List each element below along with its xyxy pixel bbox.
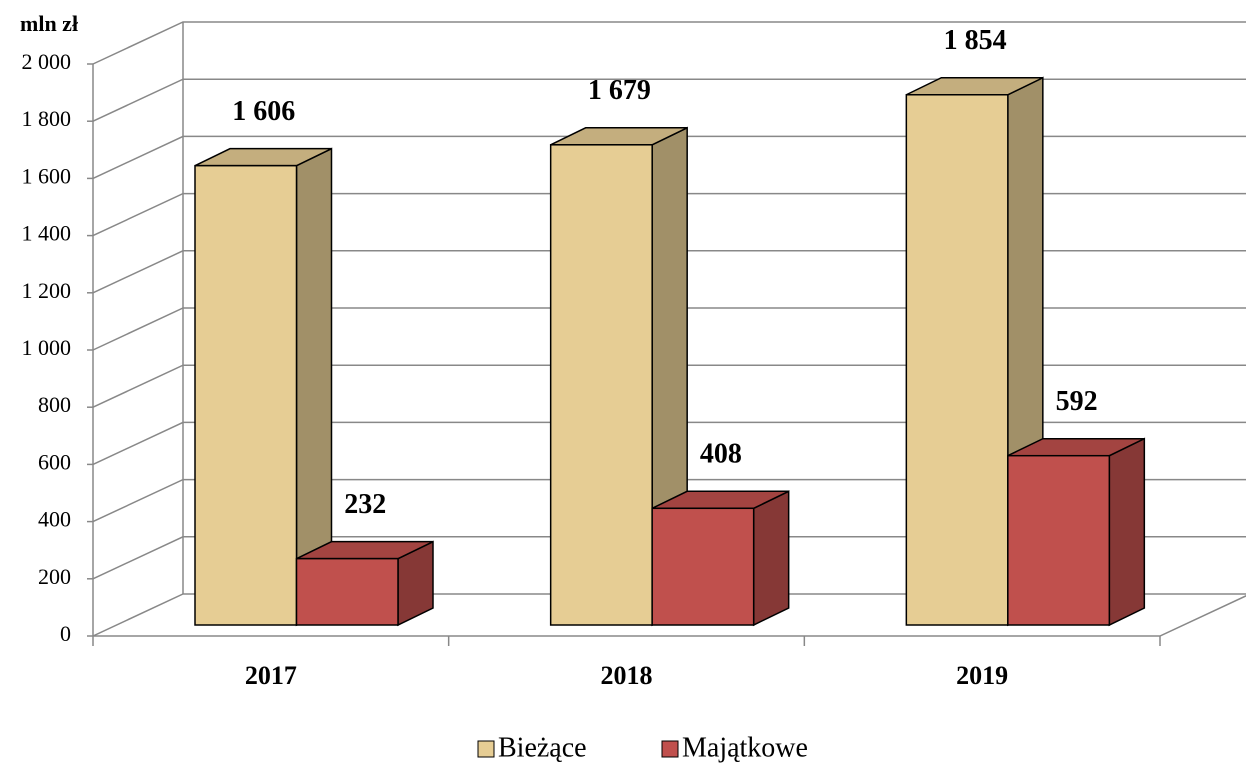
y-tick-label: 1 800 (22, 106, 72, 131)
x-tick-label: 2017 (245, 661, 297, 690)
legend-swatch (661, 740, 679, 758)
y-tick-label: 1 400 (22, 221, 72, 246)
bar-front (194, 164, 298, 626)
bar (194, 147, 333, 627)
x-tick-label: 2018 (601, 661, 653, 690)
y-tick-label: 400 (38, 507, 71, 532)
y-tick-label: 1 200 (22, 278, 72, 303)
data-label: 1 854 (944, 25, 1007, 56)
grid-line (92, 135, 1246, 180)
grid-line (92, 364, 1246, 408)
grid-line (92, 536, 1246, 580)
data-label: 592 (1056, 386, 1098, 417)
grid-line (92, 421, 1246, 466)
bar (905, 76, 1044, 627)
y-tick-label: 800 (38, 392, 71, 417)
bar-front (1007, 454, 1111, 626)
grid-line (92, 192, 1246, 237)
bar-front (905, 94, 1009, 626)
data-label: 408 (700, 439, 742, 470)
grid-line (92, 593, 1246, 637)
bar-front (651, 507, 755, 626)
x-tick-label: 2019 (956, 661, 1008, 690)
bar (651, 490, 790, 627)
legend-label: Bieżące (498, 732, 587, 763)
bar-front (295, 557, 399, 626)
y-axis-label: mln zł (20, 11, 78, 36)
legend-swatch (477, 740, 495, 758)
y-tick-label: 1 000 (22, 335, 72, 360)
bar-side (752, 490, 790, 627)
y-tick-label: 2 000 (22, 49, 72, 74)
y-tick-label: 600 (38, 449, 71, 474)
grid-line (92, 478, 1246, 523)
bar (1007, 437, 1146, 627)
y-tick-label: 0 (60, 621, 71, 646)
legend-label: Majątkowe (682, 732, 808, 763)
data-label: 1 679 (588, 75, 651, 106)
y-tick-label: 200 (38, 564, 71, 589)
bar (295, 540, 434, 627)
data-label: 1 606 (232, 96, 295, 127)
grid-line (92, 21, 1246, 65)
grid-line (92, 307, 1246, 351)
data-label: 232 (344, 489, 386, 520)
bar-front (549, 144, 653, 626)
grid-line (92, 78, 1246, 122)
bar-side (1108, 437, 1146, 627)
grid-line (92, 250, 1246, 294)
y-tick-label: 1 600 (22, 163, 72, 188)
